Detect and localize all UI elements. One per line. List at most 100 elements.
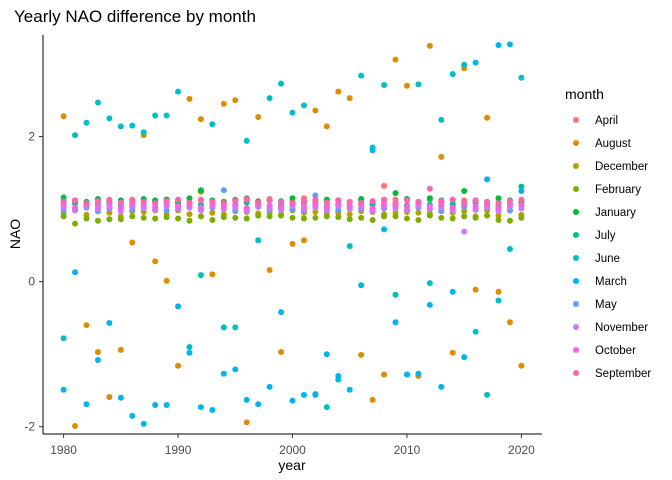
data-point-september-2004 xyxy=(335,197,342,204)
data-point-october-2018 xyxy=(495,205,502,212)
data-point-august-1991 xyxy=(186,95,193,102)
data-point-august-1985 xyxy=(117,346,124,353)
data-point-march-2011 xyxy=(415,370,422,377)
data-point-march-1992 xyxy=(197,404,204,411)
data-point-october-1996 xyxy=(243,205,250,212)
data-point-june-1983 xyxy=(94,99,101,106)
data-point-august-2009 xyxy=(392,56,399,63)
data-point-june-1991 xyxy=(186,343,193,350)
legend-key-december xyxy=(573,163,579,169)
data-point-february-2014 xyxy=(449,215,456,222)
data-point-june-2009 xyxy=(392,291,399,298)
x-tick-label-1990: 1990 xyxy=(165,443,192,457)
data-point-may-1994 xyxy=(220,187,227,194)
x-axis-title: year xyxy=(278,457,306,473)
legend-label-october: October xyxy=(595,345,636,357)
data-point-february-2006 xyxy=(358,214,365,221)
data-point-june-1987 xyxy=(140,129,147,136)
data-point-august-2004 xyxy=(335,88,342,95)
data-point-september-1994 xyxy=(220,200,227,207)
legend-key-february xyxy=(573,186,579,192)
data-point-august-2010 xyxy=(403,82,410,89)
data-point-june-1985 xyxy=(117,123,124,130)
data-point-august-2000 xyxy=(289,240,296,247)
data-point-march-2019 xyxy=(506,41,513,48)
legend-label-july: July xyxy=(595,230,616,242)
data-point-august-2016 xyxy=(472,286,479,293)
data-point-june-1981 xyxy=(72,132,79,139)
data-point-august-2001 xyxy=(300,237,307,244)
data-point-september-1998 xyxy=(266,197,273,204)
data-point-august-1993 xyxy=(209,271,216,278)
data-point-march-2016 xyxy=(472,59,479,66)
data-point-march-2000 xyxy=(289,397,296,404)
data-point-august-1986 xyxy=(129,239,136,246)
data-point-june-2020 xyxy=(518,74,525,81)
data-point-february-2013 xyxy=(438,214,445,221)
plot-panel xyxy=(60,41,525,430)
data-point-march-1998 xyxy=(266,383,273,390)
data-point-october-1981 xyxy=(72,204,79,211)
data-point-march-2015 xyxy=(461,354,468,361)
data-point-february-1991 xyxy=(186,217,193,224)
data-point-september-1986 xyxy=(129,197,136,204)
data-point-august-1988 xyxy=(152,258,159,265)
data-point-february-1996 xyxy=(243,215,250,222)
data-point-august-1998 xyxy=(266,267,273,274)
data-point-september-1995 xyxy=(232,198,239,205)
data-point-october-2007 xyxy=(369,205,376,212)
data-point-february-2007 xyxy=(369,216,376,223)
data-point-august-1990 xyxy=(175,362,182,369)
data-point-june-1995 xyxy=(232,324,239,331)
data-point-august-1980 xyxy=(60,113,67,120)
data-point-june-1980 xyxy=(60,335,67,342)
data-point-june-1982 xyxy=(83,119,90,126)
data-point-september-2017 xyxy=(484,198,491,205)
data-point-june-2018 xyxy=(495,297,502,304)
data-point-august-2013 xyxy=(438,153,445,160)
data-point-february-2005 xyxy=(346,216,353,223)
data-point-september-1987 xyxy=(140,198,147,205)
data-point-february-1995 xyxy=(232,214,239,221)
legend-title: month xyxy=(565,86,604,102)
data-point-september-1997 xyxy=(255,199,262,206)
data-point-march-1980 xyxy=(60,386,67,393)
data-point-april-2008 xyxy=(381,182,388,189)
data-point-august-2019 xyxy=(506,319,513,326)
data-point-february-1997 xyxy=(255,212,262,219)
data-point-june-1996 xyxy=(243,137,250,144)
data-point-march-2017 xyxy=(484,176,491,183)
data-point-october-1990 xyxy=(175,203,182,210)
data-point-february-1982 xyxy=(83,215,90,222)
data-point-september-1993 xyxy=(209,198,216,205)
series-september xyxy=(60,185,525,207)
data-point-september-1981 xyxy=(72,197,79,204)
legend-key-july xyxy=(573,232,579,238)
data-point-june-2008 xyxy=(381,82,388,89)
data-point-june-2006 xyxy=(358,72,365,79)
data-point-june-1992 xyxy=(197,272,204,279)
data-point-january-1992 xyxy=(197,187,204,194)
data-point-june-1993 xyxy=(209,121,216,128)
data-point-march-2018 xyxy=(495,42,502,49)
data-point-february-1984 xyxy=(106,216,113,223)
data-point-september-2013 xyxy=(438,198,445,205)
data-point-september-1991 xyxy=(186,199,193,206)
data-point-march-2001 xyxy=(300,391,307,398)
data-point-march-1999 xyxy=(278,309,285,316)
data-point-august-2002 xyxy=(312,107,319,114)
x-tick-label-1980: 1980 xyxy=(50,443,77,457)
data-point-december-2018 xyxy=(495,212,502,219)
data-point-october-2005 xyxy=(346,203,353,210)
data-point-september-1988 xyxy=(152,200,159,207)
data-point-february-1998 xyxy=(266,213,273,220)
data-point-september-1983 xyxy=(94,198,101,205)
data-point-february-2004 xyxy=(335,214,342,221)
data-point-august-2003 xyxy=(323,123,330,130)
data-point-october-1984 xyxy=(106,201,113,208)
data-point-february-2003 xyxy=(323,213,330,220)
data-point-march-2012 xyxy=(426,301,433,308)
data-point-february-2015 xyxy=(461,213,468,220)
data-point-september-2018 xyxy=(495,200,502,207)
